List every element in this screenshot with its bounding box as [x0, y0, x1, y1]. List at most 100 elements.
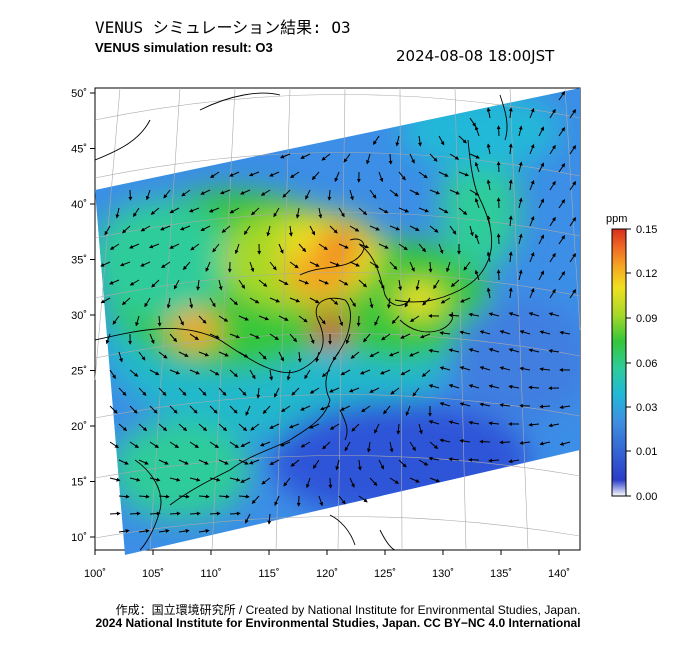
wind-arrow: [240, 189, 251, 195]
wind-arrow: [486, 251, 491, 263]
wind-arrow: [358, 243, 370, 249]
wind-arrow: [118, 387, 127, 396]
wind-arrow: [181, 189, 191, 197]
wind-arrow: [158, 494, 170, 499]
wind-arrow: [468, 420, 480, 425]
wind-arrow: [144, 297, 151, 308]
wind-arrow: [238, 315, 249, 321]
wind-arrow: [248, 459, 260, 465]
wind-arrow: [234, 243, 240, 255]
wind-arrow: [389, 189, 399, 197]
wind-arrow: [112, 315, 120, 325]
wind-arrow: [395, 135, 400, 147]
wind-arrow: [369, 261, 380, 268]
wind-arrow: [369, 387, 380, 393]
wind-arrow: [322, 441, 331, 450]
wind-arrow: [304, 369, 311, 380]
wind-arrow: [169, 207, 180, 214]
wind-arrow: [173, 279, 180, 290]
wind-arrow: [351, 423, 360, 432]
wind-arrow: [539, 441, 551, 446]
wind-arrow: [109, 369, 116, 379]
wind-arrow: [539, 330, 551, 335]
wind-arrow: [218, 279, 223, 291]
wind-arrow: [358, 495, 368, 503]
wind-arrow: [358, 279, 367, 288]
wind-arrow: [221, 225, 231, 233]
wind-arrow: [128, 189, 133, 201]
wind-arrow: [329, 297, 339, 305]
wind-arrow: [569, 109, 577, 119]
wind-arrow: [149, 333, 155, 345]
wind-arrow: [496, 269, 501, 281]
wind-arrow: [348, 387, 360, 393]
wind-arrow: [278, 279, 289, 286]
wind-arrow: [499, 366, 511, 371]
wind-arrow: [479, 402, 491, 407]
wind-arrow: [448, 457, 460, 462]
wind-arrow: [387, 297, 391, 309]
wind-arrow: [459, 366, 471, 371]
wind-arrow: [269, 261, 277, 271]
wind-arrow: [178, 494, 190, 499]
wind-arrow: [439, 438, 451, 443]
wind-arrow: [269, 459, 280, 466]
wind-arrow: [519, 366, 531, 371]
wind-arrow: [129, 511, 141, 516]
wind-arrow: [409, 261, 415, 272]
wind-arrow: [539, 367, 551, 372]
wind-arrow: [356, 315, 361, 327]
wind-arrow: [118, 351, 123, 363]
wind-arrow: [169, 405, 178, 414]
wind-arrow: [459, 330, 471, 335]
wind-arrow: [446, 261, 451, 273]
wind-arrow: [428, 261, 433, 273]
wind-arrow: [418, 423, 423, 435]
wind-arrow: [438, 243, 444, 255]
wind-arrow: [338, 315, 344, 327]
wind-arrow: [448, 420, 460, 425]
wind-arrow: [219, 189, 231, 195]
wind-arrow: [169, 441, 179, 449]
wind-arrow: [518, 233, 523, 245]
wind-arrow: [569, 181, 577, 191]
wind-arrow: [418, 459, 429, 466]
wind-arrow: [518, 197, 523, 209]
wind-arrow: [298, 279, 310, 285]
wind-arrow: [338, 495, 346, 505]
wind-arrow: [319, 405, 331, 411]
lon-tick-label: 110˚: [200, 568, 221, 580]
wind-arrow: [129, 477, 141, 482]
wind-arrow: [229, 333, 241, 339]
wind-arrow: [538, 270, 545, 281]
wind-arrow: [538, 126, 545, 137]
wind-arrow: [274, 495, 280, 506]
wind-arrow: [569, 217, 577, 227]
wind-arrow: [468, 384, 480, 389]
lat-tick-label: 40˚: [71, 199, 87, 211]
wind-arrow: [496, 197, 501, 209]
wind-arrow: [549, 144, 556, 155]
wind-arrow: [363, 333, 371, 343]
wind-arrow: [459, 439, 471, 443]
wind-arrow: [438, 171, 449, 177]
wind-arrow: [421, 369, 431, 378]
wind-arrow: [335, 459, 340, 471]
wind-arrow: [266, 225, 271, 237]
wind-arrow: [218, 315, 229, 322]
wind-arrow: [249, 369, 256, 380]
wind-arrow: [409, 315, 420, 322]
wind-arrow: [569, 289, 577, 299]
wind-arrow: [178, 423, 188, 432]
wind-arrow: [334, 171, 340, 183]
wind-arrow: [558, 91, 566, 101]
wind-arrow: [190, 243, 200, 251]
wind-arrow: [148, 243, 160, 249]
wind-arrow: [278, 315, 289, 321]
wind-arrow: [469, 117, 476, 127]
wind-arrow: [288, 225, 293, 237]
wind-arrow: [474, 125, 480, 137]
wind-arrow: [449, 189, 460, 195]
wind-arrow: [229, 511, 241, 516]
wind-arrow: [459, 402, 471, 407]
